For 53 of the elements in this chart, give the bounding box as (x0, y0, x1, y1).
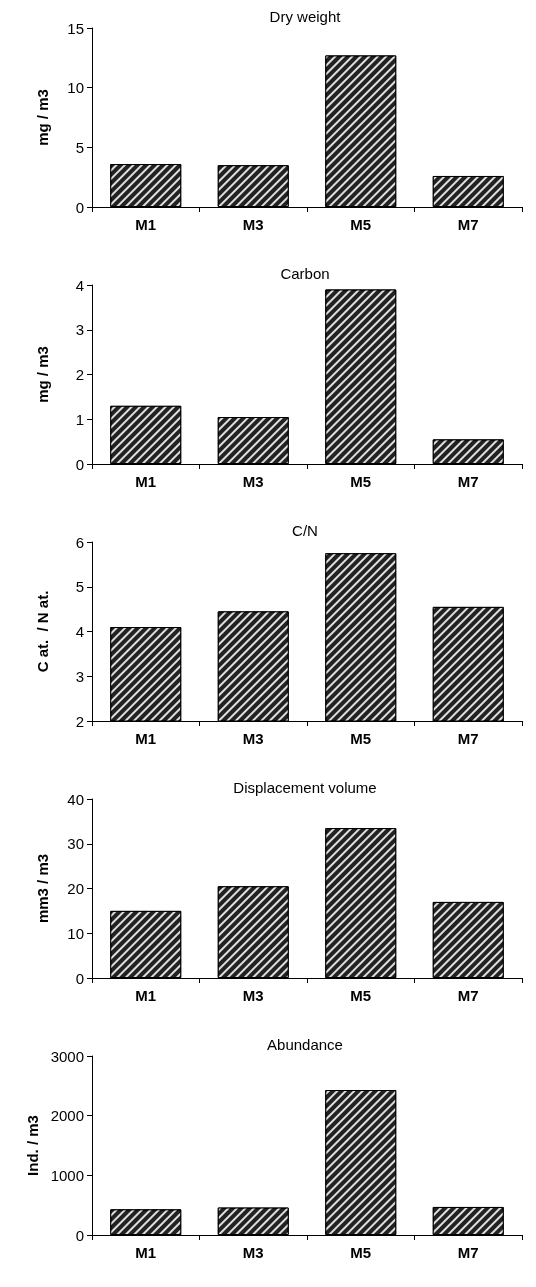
x-tick-label: M7 (457, 987, 479, 1004)
y-tick-label: 10 (67, 79, 84, 97)
y-tick-label: 10 (67, 924, 84, 942)
x-tick-label: M5 (350, 473, 372, 490)
y-tick-label: 6 (75, 533, 84, 551)
chart-title: Abundance (267, 1036, 343, 1053)
y-axis-title: C at. / N at. (34, 590, 51, 673)
x-tick-label: M7 (457, 473, 479, 490)
x-tick-label: M5 (350, 216, 372, 233)
x-tick-label: M3 (242, 987, 264, 1004)
y-tick-label: 3 (75, 321, 84, 339)
y-tick-label: 1000 (50, 1166, 84, 1184)
y-tick-label: 1 (75, 410, 84, 428)
y-tick-label: 0 (75, 1226, 84, 1244)
chart-title: Carbon (280, 265, 330, 282)
x-tick-label: M7 (457, 730, 479, 747)
y-axis-title: mg / m3 (34, 89, 51, 146)
y-tick-label: 5 (75, 138, 84, 156)
y-tick-label: 3 (75, 667, 84, 685)
x-tick-label: M7 (457, 216, 479, 233)
y-tick-label: 40 (67, 790, 84, 808)
y-tick-label: 4 (75, 623, 84, 640)
y-tick-label: 30 (67, 835, 84, 853)
y-tick-label: 2000 (50, 1107, 84, 1125)
y-tick-label: 2 (75, 366, 84, 383)
y-tick-label: 0 (75, 198, 84, 216)
y-axis-title: mg / m3 (34, 346, 51, 403)
x-tick-label: M1 (135, 730, 157, 747)
x-tick-label: M1 (135, 216, 157, 233)
chart-title: Dry weight (269, 8, 342, 25)
x-tick-label: M7 (457, 1244, 479, 1261)
y-tick-label: 2 (75, 712, 84, 730)
chart-title: C/N (292, 522, 318, 539)
chart-title: Displacement volume (233, 779, 377, 796)
x-tick-label: M3 (242, 730, 264, 747)
y-tick-label: 20 (67, 880, 84, 897)
y-tick-label: 4 (75, 276, 84, 294)
y-axis-title: Ind. / m3 (23, 1115, 41, 1176)
y-axis-title: mm3 / m3 (34, 853, 51, 924)
y-tick-label: 3000 (50, 1047, 84, 1065)
x-tick-label: M1 (135, 1244, 157, 1261)
x-tick-label: M5 (350, 1244, 372, 1261)
x-tick-label: M3 (242, 216, 264, 233)
y-tick-label: 5 (75, 578, 84, 596)
y-tick-label: 0 (75, 455, 84, 473)
y-tick-label: 0 (75, 969, 84, 987)
x-tick-label: M5 (350, 730, 372, 747)
x-tick-label: M3 (242, 1244, 264, 1261)
x-tick-label: M1 (135, 473, 157, 490)
x-tick-label: M1 (135, 987, 157, 1004)
x-tick-label: M3 (242, 473, 264, 490)
y-tick-label: 15 (67, 19, 84, 37)
x-tick-label: M5 (350, 987, 372, 1004)
